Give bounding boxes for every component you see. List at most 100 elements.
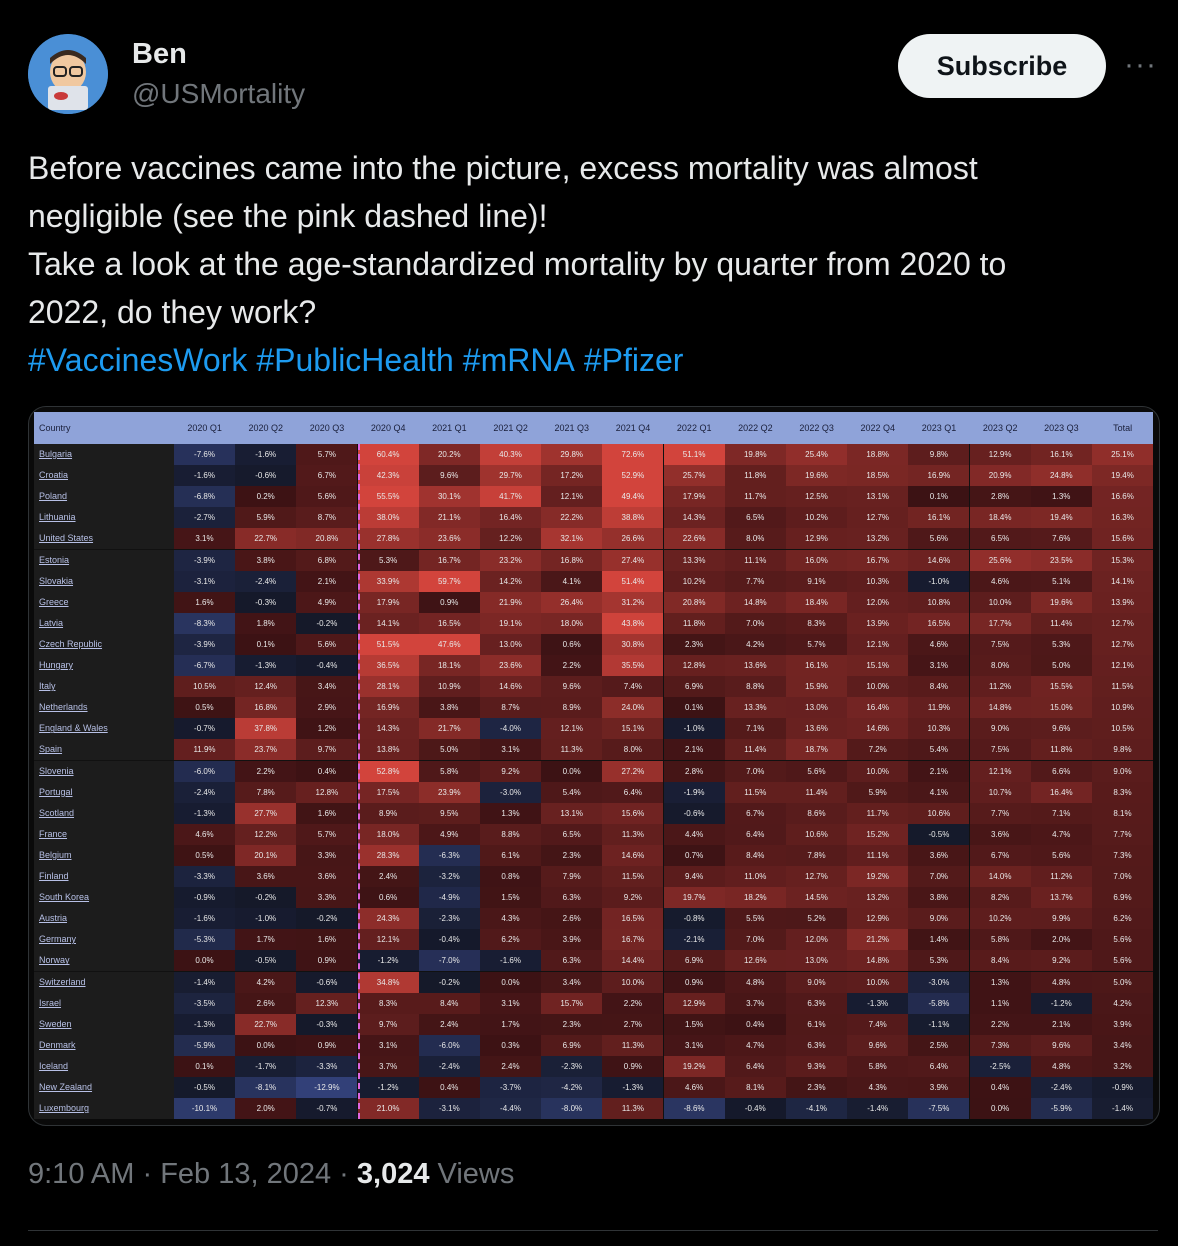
- table-cell: 12.9%: [969, 444, 1031, 465]
- column-header[interactable]: 2021 Q4: [615, 423, 651, 433]
- hashtag-link[interactable]: #VaccinesWork: [28, 342, 248, 378]
- table-cell: 3.4%: [296, 676, 358, 698]
- column-header[interactable]: 2022 Q4: [860, 423, 896, 433]
- column-header[interactable]: 2022 Q2: [738, 423, 773, 433]
- table-cell: 13.0%: [786, 697, 847, 719]
- table-cell: 12.6%: [724, 950, 786, 972]
- country-link[interactable]: Italy: [34, 676, 174, 698]
- country-link[interactable]: England & Wales: [34, 718, 174, 740]
- table-cell: -0.4%: [296, 655, 358, 676]
- hashtag-link[interactable]: #Pfizer: [583, 342, 684, 378]
- table-cell: 10.3%: [908, 718, 970, 740]
- table-cell: 14.6%: [847, 718, 909, 740]
- table-cell: 0.4%: [969, 1077, 1031, 1098]
- tweet-date[interactable]: Feb 13, 2024: [160, 1158, 332, 1190]
- country-link[interactable]: Spain: [34, 739, 174, 761]
- country-link[interactable]: Scotland: [34, 802, 174, 824]
- table-cell: 5.4%: [541, 781, 603, 803]
- column-header[interactable]: 2023 Q1: [921, 423, 957, 433]
- table-cell: 29.8%: [541, 444, 603, 465]
- country-link[interactable]: Bulgaria: [34, 444, 174, 465]
- country-link[interactable]: Norway: [34, 950, 174, 972]
- table-cell: 12.2%: [480, 528, 541, 550]
- table-cell: 6.3%: [786, 1034, 847, 1056]
- avatar[interactable]: [28, 34, 108, 114]
- table-cell: 11.7%: [724, 486, 786, 508]
- country-link[interactable]: Greece: [34, 591, 174, 613]
- column-header[interactable]: 2020 Q1: [187, 423, 222, 433]
- country-link[interactable]: South Korea: [34, 887, 174, 909]
- column-header[interactable]: 2021 Q1: [432, 423, 467, 433]
- country-link[interactable]: France: [34, 823, 174, 845]
- column-header[interactable]: 2022 Q1: [676, 423, 712, 433]
- table-cell: 5.0%: [1092, 971, 1153, 993]
- country-link[interactable]: Czech Republic: [34, 633, 174, 655]
- column-header[interactable]: 2020 Q3: [309, 423, 345, 433]
- table-cell: 12.9%: [663, 992, 725, 1014]
- table-cell: -2.4%: [174, 781, 235, 803]
- column-header[interactable]: 2023 Q3: [1044, 423, 1079, 433]
- country-link[interactable]: Belgium: [34, 844, 174, 866]
- table-cell: 10.2%: [663, 570, 725, 592]
- table-cell: -1.1%: [908, 1013, 970, 1035]
- column-header[interactable]: 2021 Q3: [554, 423, 590, 433]
- column-header[interactable]: 2020 Q4: [370, 423, 406, 433]
- table-cell: -0.4%: [724, 1098, 786, 1120]
- table-cell: -3.1%: [174, 570, 235, 592]
- country-link[interactable]: New Zealand: [34, 1077, 174, 1098]
- table-cell: 9.6%: [847, 1034, 909, 1056]
- country-link[interactable]: Slovenia: [34, 760, 174, 782]
- more-options-icon[interactable]: ···: [1124, 48, 1157, 81]
- country-link[interactable]: Switzerland: [34, 971, 174, 993]
- table-cell: 1.6%: [296, 929, 358, 951]
- country-link[interactable]: Israel: [34, 992, 174, 1014]
- table-cell: 13.3%: [724, 697, 786, 719]
- country-link[interactable]: United States: [34, 528, 174, 550]
- column-header[interactable]: Country: [39, 423, 71, 433]
- country-link[interactable]: Luxembourg: [34, 1098, 174, 1120]
- table-cell: 18.0%: [541, 612, 603, 634]
- author-name[interactable]: Ben: [132, 38, 187, 70]
- country-link[interactable]: Portugal: [34, 781, 174, 803]
- table-cell: 25.1%: [1092, 444, 1153, 465]
- tweet-media-image[interactable]: Country 2020 Q1 2020 Q2 2020 Q3 2020 Q4 2021 …: [28, 406, 1160, 1126]
- country-link[interactable]: Hungary: [34, 655, 174, 676]
- country-link[interactable]: Iceland: [34, 1055, 174, 1077]
- subscribe-button[interactable]: Subscribe: [898, 34, 1106, 98]
- column-header[interactable]: 2023 Q2: [982, 423, 1018, 433]
- table-cell: 0.0%: [480, 971, 541, 993]
- country-link[interactable]: Netherlands: [34, 697, 174, 719]
- country-link[interactable]: Slovakia: [34, 570, 174, 592]
- column-header[interactable]: 2020 Q2: [248, 423, 284, 433]
- tweet-text: Before vaccines came into the picture, e…: [28, 144, 1138, 384]
- hashtag-link[interactable]: #PublicHealth: [256, 342, 454, 378]
- country-link[interactable]: Finland: [34, 866, 174, 887]
- country-link[interactable]: Croatia: [34, 465, 174, 487]
- hashtag-link[interactable]: #mRNA: [462, 342, 575, 378]
- column-header[interactable]: 2021 Q2: [493, 423, 528, 433]
- tweet-time[interactable]: 9:10 AM: [28, 1158, 135, 1190]
- country-link[interactable]: Denmark: [34, 1034, 174, 1056]
- table-cell: 20.2%: [418, 444, 480, 465]
- table-cell: 8.4%: [908, 676, 970, 698]
- table-cell: 12.1%: [969, 760, 1031, 782]
- country-link[interactable]: Germany: [34, 929, 174, 951]
- table-cell: 6.9%: [1092, 887, 1153, 909]
- country-link[interactable]: Estonia: [34, 549, 174, 571]
- table-cell: 4.6%: [663, 1077, 725, 1098]
- country-link[interactable]: Lithuania: [34, 507, 174, 529]
- table-cell: 3.6%: [235, 866, 297, 887]
- table-row: England & Wales -0.7% 37.8% 1.2% 14.3% 21.7% -…: [34, 718, 1153, 740]
- table-cell: 16.3%: [1092, 507, 1153, 529]
- country-link[interactable]: Poland: [34, 486, 174, 508]
- table-cell: 20.1%: [235, 844, 297, 866]
- table-cell: 6.5%: [541, 823, 603, 845]
- table-cell: 8.8%: [724, 676, 786, 698]
- table-cell: 12.1%: [357, 929, 419, 951]
- country-link[interactable]: Austria: [34, 908, 174, 930]
- column-header[interactable]: 2022 Q3: [799, 423, 834, 433]
- author-handle[interactable]: @USMortality: [132, 78, 306, 109]
- country-link[interactable]: Sweden: [34, 1013, 174, 1035]
- country-link[interactable]: Latvia: [34, 612, 174, 634]
- column-header[interactable]: Total: [1113, 423, 1133, 433]
